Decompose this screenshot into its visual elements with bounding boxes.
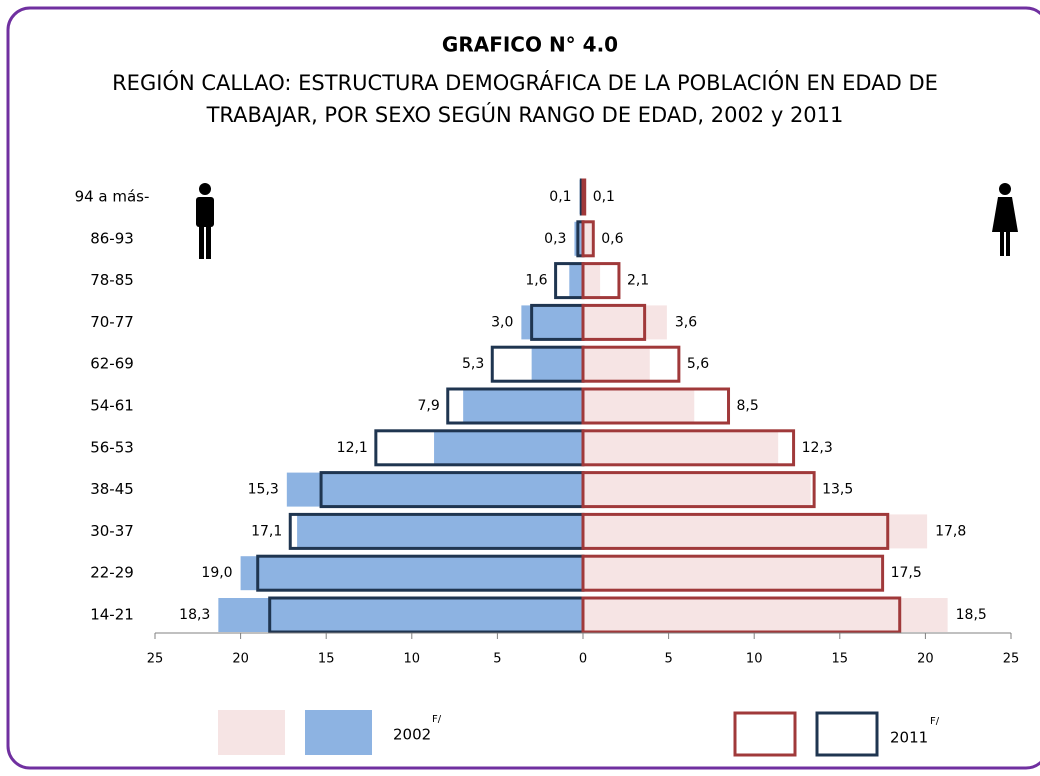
bar (583, 263, 601, 298)
value-label: 13,5 (822, 482, 853, 498)
legend-note: F/ (432, 714, 442, 725)
bar (583, 221, 592, 256)
value-label: 12,1 (337, 440, 368, 456)
x-tick-label: 10 (404, 652, 421, 667)
bar (583, 598, 948, 632)
bar (583, 430, 779, 465)
bar (583, 347, 650, 382)
x-tick-label: 20 (232, 652, 249, 667)
value-label: 0,1 (593, 189, 615, 205)
bar (434, 430, 583, 465)
y-tick-label: 70-77 (90, 313, 134, 331)
value-label: 12,3 (802, 440, 833, 456)
bar (581, 220, 595, 258)
bar (581, 262, 621, 300)
subtitle: REGIÓN CALLAO: ESTRUCTURA DEMOGRÁFICA DE… (112, 70, 938, 95)
female-icon (992, 183, 1018, 256)
x-tick-label: 5 (664, 652, 672, 667)
bar (583, 556, 881, 591)
y-tick-label: 56-53 (90, 438, 134, 456)
x-tick-label: 10 (746, 652, 763, 667)
x-tick-label: 0 (579, 652, 587, 667)
value-label: 0,1 (549, 189, 571, 205)
value-label: 17,1 (251, 523, 282, 539)
bar (240, 556, 583, 591)
value-label: 3,6 (675, 314, 697, 330)
legend-swatch (733, 711, 797, 757)
bar (569, 263, 583, 298)
x-tick-label: 20 (917, 652, 934, 667)
bar (583, 305, 667, 340)
legend-swatch (815, 711, 879, 757)
frame (6, 6, 1040, 770)
x-tick-label: 25 (1003, 652, 1020, 667)
bar (581, 303, 647, 341)
value-label: 0,3 (544, 231, 566, 247)
bar (581, 429, 796, 467)
y-tick-label: 22-29 (90, 564, 134, 582)
y-tick-label: 94 a más- (75, 188, 150, 206)
bar (581, 178, 587, 216)
y-tick-label: 78-85 (90, 271, 134, 289)
legend-note: F/ (930, 716, 940, 727)
bar (581, 554, 885, 592)
bar (581, 596, 902, 634)
bar (581, 387, 731, 425)
legend-swatch (218, 710, 285, 755)
x-tick-label: 15 (832, 652, 849, 667)
male-icon (196, 183, 214, 259)
x-tick-label: 15 (318, 652, 335, 667)
value-label: 1,6 (525, 273, 547, 289)
x-tick-label: 25 (147, 652, 164, 667)
value-label: 5,3 (462, 356, 484, 372)
x-tick-label: 5 (493, 652, 501, 667)
y-tick-label: 86-93 (90, 229, 134, 247)
value-label: 8,5 (737, 398, 759, 414)
legend-label: 2011 (890, 729, 928, 747)
bar (583, 472, 811, 507)
bar (531, 347, 583, 382)
bar (463, 389, 583, 423)
bar (286, 472, 583, 507)
bar (297, 514, 583, 549)
y-tick-label: 30-37 (90, 522, 134, 540)
bar (581, 471, 816, 509)
value-label: 19,0 (201, 565, 232, 581)
y-tick-label: 54-61 (90, 397, 134, 415)
bar (583, 389, 695, 423)
value-label: 5,6 (687, 356, 709, 372)
value-label: 18,5 (956, 607, 987, 623)
y-tick-label: 38-45 (90, 480, 134, 498)
bar (583, 514, 928, 549)
value-label: 7,9 (417, 398, 439, 414)
value-label: 17,8 (935, 523, 966, 539)
bar (218, 598, 583, 632)
value-label: 2,1 (627, 273, 649, 289)
chart-title: GRAFICO N° 4.0 (442, 33, 618, 57)
y-tick-label: 62-69 (90, 355, 134, 373)
subtitle: TRABAJAR, POR SEXO SEGÚN RANGO DE EDAD, … (206, 102, 844, 127)
value-label: 3,0 (491, 314, 513, 330)
value-label: 18,3 (179, 607, 210, 623)
legend-label: 2002 (393, 726, 431, 744)
bar (581, 512, 890, 550)
value-label: 17,5 (891, 565, 922, 581)
value-label: 15,3 (248, 482, 279, 498)
bar (581, 345, 681, 383)
legend-swatch (305, 710, 372, 755)
y-tick-label: 14-21 (90, 606, 134, 624)
value-label: 0,6 (601, 231, 623, 247)
